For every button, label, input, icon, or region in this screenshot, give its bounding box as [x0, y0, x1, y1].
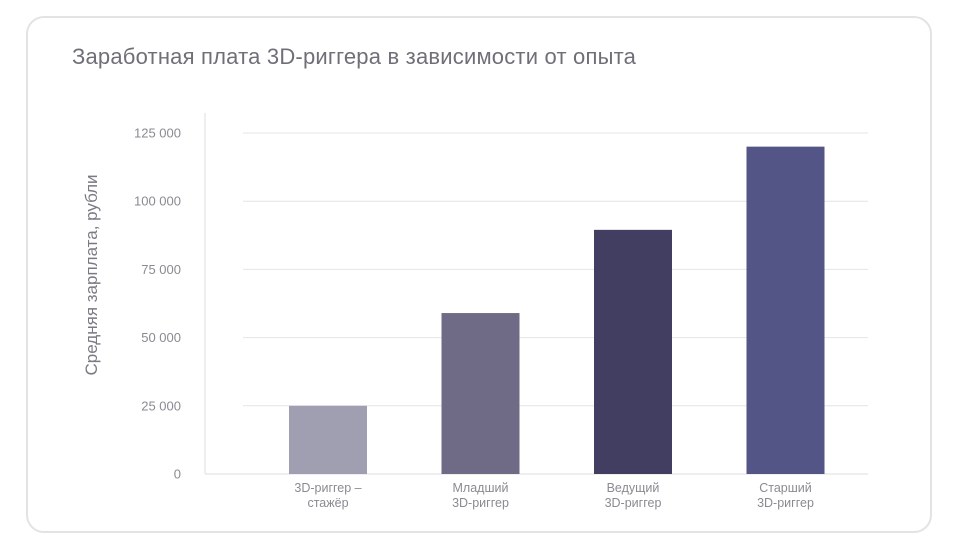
bar: [594, 229, 672, 474]
x-tick-label: Ведущий 3D-риггер: [605, 481, 662, 510]
y-tick-label: 25 000: [141, 398, 181, 413]
bar: [746, 146, 825, 474]
y-tick-label: 50 000: [141, 330, 181, 345]
x-tick-label: 3D-риггер – стажёр: [294, 481, 361, 510]
x-tick-label: Младший 3D-риггер: [452, 481, 509, 510]
y-tick-labels: 0 25 000 50 000 75 000 100 000 125 000: [134, 126, 181, 482]
y-axis-label: Средняя зарплата, рубли: [82, 174, 101, 375]
y-tick-label: 100 000: [134, 194, 181, 209]
bar: [289, 405, 367, 474]
chart-title: Заработная плата 3D-риггера в зависимост…: [72, 44, 637, 69]
x-tick-label: Старший 3D-риггер: [757, 481, 814, 510]
bar: [441, 313, 520, 474]
bars: [289, 146, 825, 474]
x-tick-labels: 3D-риггер – стажёр Младший 3D-риггер Ведущий…: [294, 481, 814, 510]
y-tick-label: 75 000: [141, 262, 181, 277]
y-tick-label: 0: [174, 467, 181, 482]
y-tick-label: 125 000: [134, 126, 181, 141]
